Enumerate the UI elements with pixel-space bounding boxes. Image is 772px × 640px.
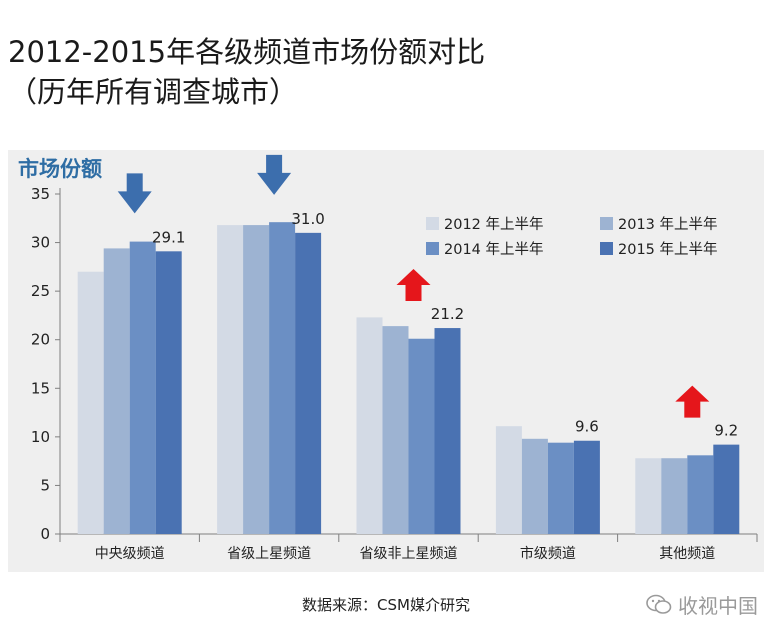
legend-swatch bbox=[600, 242, 613, 255]
page-subtitle: （历年所有调查城市） bbox=[8, 75, 299, 109]
y-tick-label: 20 bbox=[31, 331, 50, 349]
watermark: 收视中国 bbox=[646, 590, 758, 619]
y-tick-label: 25 bbox=[31, 282, 50, 300]
legend-label: 2014 年上半年 bbox=[444, 241, 544, 258]
bar-2014 bbox=[129, 241, 156, 534]
arrow-up-icon bbox=[675, 385, 710, 418]
bar-2015 bbox=[713, 444, 740, 534]
bar-2012 bbox=[356, 317, 383, 534]
chart-panel: 市场份额 0 5 10 15 20 25 30 35 中央级频道 省级上星频道 省级非上星频道 市级频… bbox=[8, 150, 764, 572]
bar-2014 bbox=[269, 222, 296, 534]
y-tick-label: 5 bbox=[40, 476, 50, 494]
legend-swatch bbox=[426, 242, 439, 255]
bar-chart: 市场份额 0 5 10 15 20 25 30 35 中央级频道 省级上星频道 省级非上星频道 市级频… bbox=[18, 154, 758, 562]
bar-2012 bbox=[635, 458, 662, 534]
data-label: 21.2 bbox=[431, 305, 464, 323]
bar-2014 bbox=[547, 442, 574, 534]
x-tick-label: 省级非上星频道 bbox=[360, 546, 458, 562]
watermark-text: 收视中国 bbox=[678, 594, 758, 618]
bar-2012 bbox=[495, 426, 522, 534]
y-tick-label: 0 bbox=[40, 525, 50, 543]
bar-2015 bbox=[155, 251, 182, 535]
bar-2013 bbox=[243, 225, 270, 534]
bar-2014 bbox=[687, 455, 714, 534]
y-axis-label: 市场份额 bbox=[18, 157, 102, 181]
y-tick-label: 10 bbox=[31, 428, 50, 446]
page-title: 2012-2015年各级频道市场份额对比 bbox=[8, 35, 486, 69]
bar-2015 bbox=[573, 440, 600, 534]
bar-2014 bbox=[408, 338, 435, 534]
y-tick-label: 15 bbox=[31, 379, 50, 397]
data-label: 31.0 bbox=[291, 210, 324, 228]
bar-2015 bbox=[434, 328, 461, 534]
x-tick-label: 中央级频道 bbox=[95, 546, 165, 562]
wechat-icon bbox=[646, 594, 672, 614]
x-tick-label: 省级上星频道 bbox=[227, 546, 311, 562]
bar-2015 bbox=[295, 232, 322, 534]
y-tick-label: 35 bbox=[31, 185, 50, 203]
legend-label: 2013 年上半年 bbox=[618, 216, 718, 233]
bar-2012 bbox=[77, 271, 104, 534]
bar-2013 bbox=[661, 458, 688, 534]
bar-2013 bbox=[521, 438, 548, 534]
bar-2012 bbox=[217, 225, 244, 534]
legend-swatch bbox=[600, 217, 613, 230]
bar-2013 bbox=[103, 248, 130, 534]
data-label: 9.2 bbox=[714, 422, 738, 440]
data-source: 数据来源：CSM媒介研究 bbox=[302, 596, 470, 614]
legend-swatch bbox=[426, 217, 439, 230]
x-tick-label: 市级频道 bbox=[520, 545, 576, 562]
arrow-down-icon bbox=[117, 173, 152, 214]
data-label: 29.1 bbox=[152, 228, 185, 246]
legend-label: 2012 年上半年 bbox=[444, 216, 544, 233]
bar-2013 bbox=[382, 326, 409, 534]
arrow-down-icon bbox=[257, 154, 292, 195]
data-label: 9.6 bbox=[575, 418, 599, 436]
y-tick-label: 30 bbox=[31, 234, 50, 252]
arrow-up-icon bbox=[396, 269, 431, 302]
legend-label: 2015 年上半年 bbox=[618, 241, 718, 258]
x-tick-label: 其他频道 bbox=[659, 546, 715, 562]
